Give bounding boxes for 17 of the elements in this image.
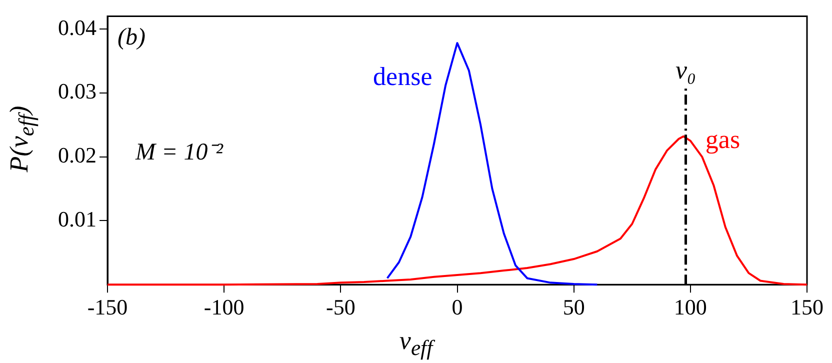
x-tick-label: 50 bbox=[562, 294, 585, 320]
annotation: M = 10⁻² bbox=[134, 140, 224, 166]
series-label: gas bbox=[705, 125, 740, 154]
series-label: dense bbox=[373, 62, 432, 91]
x-tick-label: -50 bbox=[326, 294, 356, 320]
y-tick-label: 0.03 bbox=[58, 78, 96, 104]
ref-line-label: v₀ bbox=[675, 55, 696, 84]
x-axis-title: v$_{eff}$ bbox=[398, 326, 436, 361]
x-tick-label: 100 bbox=[674, 294, 707, 320]
annotation: (b) bbox=[118, 24, 146, 51]
x-tick-label: -100 bbox=[204, 294, 244, 320]
y-tick-label: 0.04 bbox=[58, 14, 96, 40]
x-tick-label: 0 bbox=[452, 294, 463, 320]
x-tick-label: -150 bbox=[87, 294, 128, 320]
y-tick-label: 0.02 bbox=[58, 142, 96, 168]
y-tick-label: 0.01 bbox=[58, 206, 96, 232]
x-tick-label: 150 bbox=[790, 294, 824, 320]
